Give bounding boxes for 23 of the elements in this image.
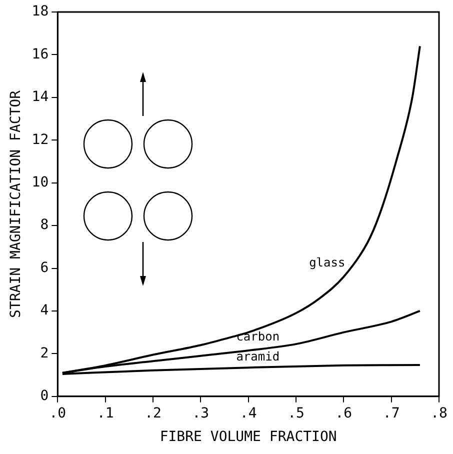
x-tick-label: .7 <box>382 405 400 422</box>
y-tick-label: 18 <box>32 4 49 20</box>
y-tick-label: 14 <box>32 89 49 106</box>
series-label: aramid <box>236 349 280 364</box>
x-axis-title: FIBRE VOLUME FRACTION <box>160 429 337 446</box>
x-tick-label: .4 <box>240 405 257 422</box>
x-tick-label: .2 <box>144 405 162 422</box>
y-tick-label: 10 <box>32 174 49 190</box>
y-tick-label: 12 <box>32 132 49 148</box>
x-tick-label: .0 <box>49 405 66 422</box>
y-tick-label: 2 <box>40 345 49 362</box>
x-tick-label: .3 <box>192 405 210 422</box>
y-tick-label: 4 <box>40 302 49 319</box>
y-tick-label: 6 <box>40 260 49 276</box>
x-tick-label: .1 <box>96 405 114 422</box>
y-axis-title: STRAIN MAGNIFICATION FACTOR <box>8 90 24 318</box>
y-tick-label: 8 <box>40 217 49 234</box>
y-tick-label: 0 <box>40 388 49 404</box>
series-label: glass <box>309 255 346 270</box>
y-tick-label: 16 <box>32 46 49 62</box>
x-tick-label: .6 <box>335 405 352 422</box>
x-tick-label: .8 <box>430 405 448 422</box>
x-tick-label: .5 <box>288 405 304 422</box>
